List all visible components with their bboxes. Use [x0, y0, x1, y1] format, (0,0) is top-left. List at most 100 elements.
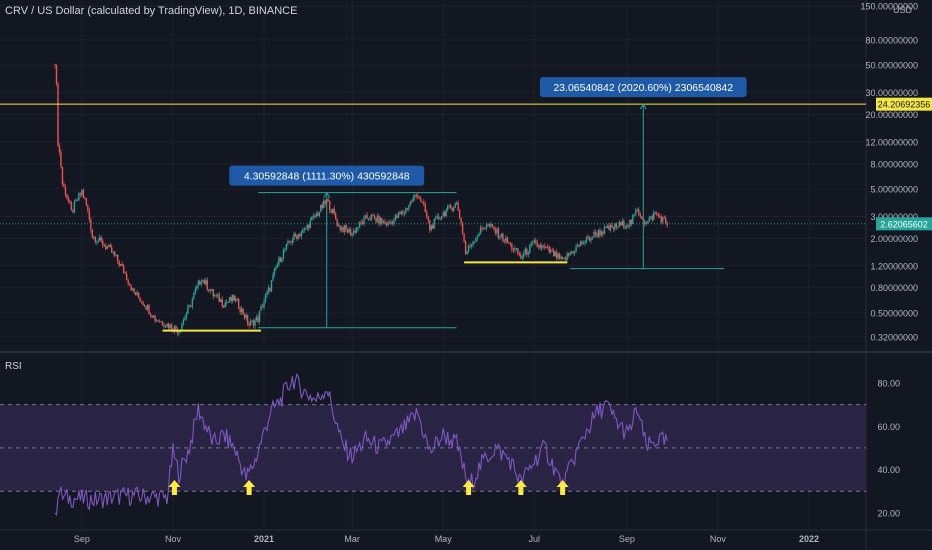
candle-body: [605, 227, 607, 228]
candle-body: [432, 225, 434, 229]
candle: [526, 247, 528, 258]
candle: [91, 228, 94, 239]
candle: [470, 243, 473, 250]
candle: [576, 242, 579, 247]
candle-body: [549, 250, 552, 253]
candle: [372, 212, 374, 216]
candle-body: [84, 197, 86, 199]
candle: [666, 220, 668, 228]
candle-body: [227, 301, 229, 303]
candle: [94, 236, 97, 245]
candle-body: [321, 204, 323, 209]
candle: [388, 220, 391, 225]
candle-body: [632, 214, 634, 225]
candle-body: [234, 298, 237, 301]
candle: [228, 297, 231, 303]
candle: [336, 218, 338, 228]
axes-layer: 150.00000000 80.00000000 50.00000000 30.000…: [74, 2, 932, 544]
candle-body: [190, 305, 192, 307]
candle: [329, 200, 331, 214]
candle: [272, 272, 274, 282]
candle-body: [497, 228, 500, 239]
candle: [472, 240, 474, 248]
candle: [532, 240, 534, 247]
candle: [405, 206, 407, 215]
candle: [348, 226, 350, 234]
candle-body: [287, 240, 289, 244]
candle: [435, 215, 437, 221]
candle: [194, 285, 197, 295]
candle-body: [372, 214, 374, 216]
candle-body: [143, 305, 146, 307]
candle: [282, 247, 285, 261]
candle: [572, 250, 574, 255]
candle: [503, 239, 506, 244]
candle: [60, 149, 62, 169]
candle: [500, 232, 503, 239]
candle-body: [249, 321, 252, 326]
candle: [384, 218, 386, 225]
candle: [209, 288, 211, 295]
candle-body: [323, 200, 325, 209]
candle: [533, 238, 535, 244]
candle: [69, 199, 71, 205]
candle-body: [666, 223, 668, 226]
candle: [66, 193, 68, 200]
candle: [352, 227, 355, 237]
candle-body: [231, 295, 234, 301]
candle: [93, 235, 95, 240]
candle: [108, 244, 110, 248]
candle-body: [423, 202, 425, 205]
candle: [557, 252, 559, 261]
candle: [140, 300, 143, 304]
candle-body: [585, 236, 588, 242]
candle-body: [70, 202, 73, 211]
candle-body: [572, 251, 574, 254]
candle-body: [340, 227, 343, 230]
candle-body: [594, 232, 597, 235]
candle-body: [435, 217, 437, 219]
candle-body: [327, 199, 329, 201]
candle: [251, 319, 253, 324]
measure-label: 4.30592848 (1111.30%) 430592848: [244, 171, 410, 183]
candle-body: [415, 195, 418, 197]
candle-body: [532, 242, 534, 244]
candle: [578, 244, 580, 249]
candle: [285, 243, 288, 252]
candle: [239, 306, 241, 315]
candle-body: [524, 248, 527, 254]
candle: [197, 280, 200, 289]
candle-body: [99, 237, 101, 241]
candle-body: [75, 199, 77, 202]
candle-body: [538, 245, 540, 247]
candle: [639, 212, 641, 219]
candle-body: [88, 210, 91, 220]
candle-body: [352, 230, 355, 234]
candle: [58, 142, 61, 156]
candle-body: [609, 224, 612, 230]
candle-body: [364, 215, 367, 218]
candle: [521, 254, 524, 261]
candle-body: [330, 210, 332, 213]
candle: [131, 287, 134, 291]
price-tick-label: 0.50000000: [870, 308, 918, 318]
candle-body: [523, 253, 525, 258]
candle-body: [400, 211, 403, 215]
candle: [305, 226, 307, 231]
candle-body: [563, 258, 565, 259]
candle-body: [623, 220, 625, 229]
candle-body: [73, 201, 76, 213]
candle: [255, 314, 258, 323]
candle: [97, 237, 99, 244]
candle: [445, 208, 447, 218]
candle: [663, 215, 665, 220]
candle: [212, 289, 214, 300]
candle-body: [285, 243, 288, 250]
candle-body: [100, 237, 102, 241]
candle: [648, 215, 650, 223]
candle-body: [161, 321, 164, 325]
candle-body: [312, 215, 315, 218]
candle-body: [402, 211, 404, 214]
candle: [193, 291, 195, 300]
